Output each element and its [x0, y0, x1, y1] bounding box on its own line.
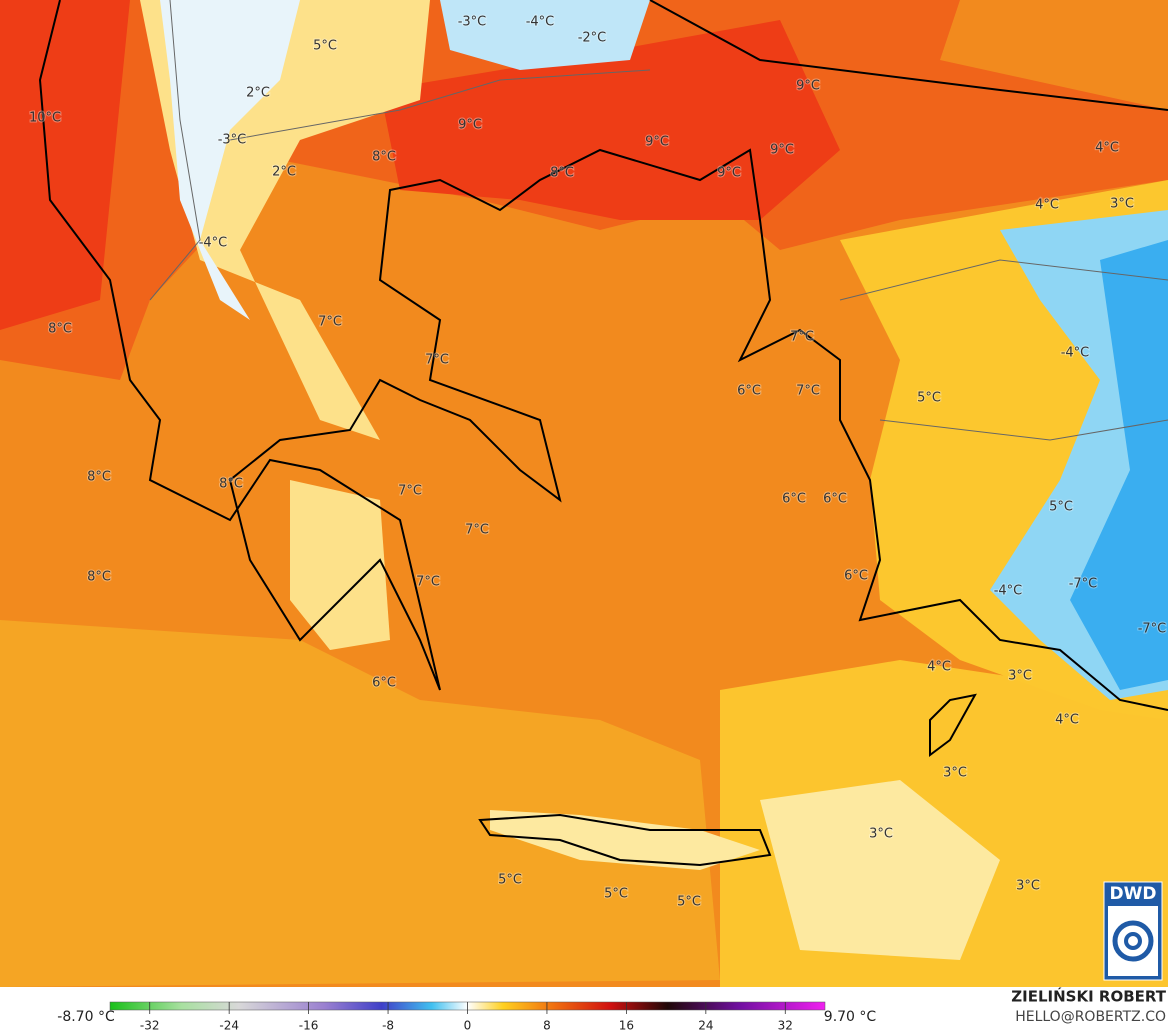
temperature-label: 4°C: [927, 660, 951, 675]
credit-name: ZIELIŃSKI ROBERT: [1011, 987, 1166, 1006]
temperature-label: 3°C: [869, 827, 893, 842]
temperature-label: 3°C: [1110, 197, 1134, 212]
temperature-label: 6°C: [844, 569, 868, 584]
temperature-label: 7°C: [318, 315, 342, 330]
temperature-label: 7°C: [796, 384, 820, 399]
temperature-label: 7°C: [425, 353, 449, 368]
temperature-label: -4°C: [994, 584, 1023, 599]
colorbar-tick-label: 24: [698, 1019, 713, 1033]
temperature-label: 6°C: [823, 492, 847, 507]
temperature-label: 8°C: [48, 322, 72, 337]
temperature-label: 9°C: [645, 135, 669, 150]
dwd-logo: DWD: [1103, 881, 1163, 981]
credit-contact: HELLO@ROBERTZ.CO: [1015, 1009, 1166, 1025]
temperature-label: 5°C: [313, 39, 337, 54]
temperature-label: 8°C: [87, 470, 111, 485]
temperature-label: 5°C: [917, 391, 941, 406]
temperature-label: 5°C: [1049, 500, 1073, 515]
temperature-label: 5°C: [604, 887, 628, 902]
temperature-label: 9°C: [770, 143, 794, 158]
colorbar: -8.70 °C 9.70 °C -32 -24 -16 -8 0 8 16 24 32: [57, 1001, 877, 1033]
temperature-label: 5°C: [677, 895, 701, 910]
temperature-label: 6°C: [782, 492, 806, 507]
map-background: [0, 0, 1168, 987]
colorbar-tick-label: -16: [299, 1019, 319, 1033]
temperature-label: 2°C: [272, 165, 296, 180]
temperature-label: 8°C: [550, 166, 574, 181]
colorbar-tick-label: 8: [543, 1019, 551, 1033]
colorbar-tick-label: 32: [778, 1019, 793, 1033]
temperature-label: 7°C: [465, 523, 489, 538]
coastlines: [38, 0, 1168, 867]
temperature-label: 9°C: [796, 79, 820, 94]
temperature-label: -3°C: [218, 133, 247, 148]
colorbar-tick-label: -24: [219, 1019, 239, 1033]
temperature-label: -2°C: [578, 31, 607, 46]
colorbar-tick-label: 16: [619, 1019, 634, 1033]
temperature-label: 3°C: [1016, 879, 1040, 894]
temperature-label: -4°C: [1061, 346, 1090, 361]
temperature-label: 2°C: [246, 86, 270, 101]
temperature-label: 3°C: [1008, 669, 1032, 684]
temperature-label: 4°C: [1055, 713, 1079, 728]
colorbar-tick-label: -8: [382, 1019, 394, 1033]
colorbar-tick-label: 0: [464, 1019, 472, 1033]
temperature-label: 8°C: [87, 570, 111, 585]
temperature-label: 8°C: [219, 477, 243, 492]
temperature-label: -4°C: [526, 15, 555, 30]
logo-text: DWD: [1110, 884, 1157, 904]
temperature-label: 9°C: [458, 118, 482, 133]
colorbar-min: -8.70 °C: [57, 1009, 115, 1025]
temperature-label: 6°C: [372, 676, 396, 691]
temperature-label: -7°C: [1069, 577, 1098, 592]
temperature-label: 7°C: [416, 575, 440, 590]
temperature-label: 8°C: [372, 150, 396, 165]
temperature-label: 4°C: [1035, 198, 1059, 213]
temperature-label: 7°C: [398, 484, 422, 499]
temperature-label: -3°C: [458, 15, 487, 30]
temperature-label: -7°C: [1138, 622, 1167, 637]
colorbar-max: 9.70 °C: [824, 1009, 877, 1025]
temperature-label: 7°C: [790, 330, 814, 345]
temperature-label: 10°C: [29, 111, 61, 126]
temperature-label: 3°C: [943, 766, 967, 781]
temperature-label: 5°C: [498, 873, 522, 888]
borders: [149, 0, 1168, 441]
temperature-label: 9°C: [717, 166, 741, 181]
temperature-label: 6°C: [737, 384, 761, 399]
temperature-label: -4°C: [199, 236, 228, 251]
temperature-label: 4°C: [1095, 141, 1119, 156]
colorbar-tick-label: -32: [140, 1019, 160, 1033]
